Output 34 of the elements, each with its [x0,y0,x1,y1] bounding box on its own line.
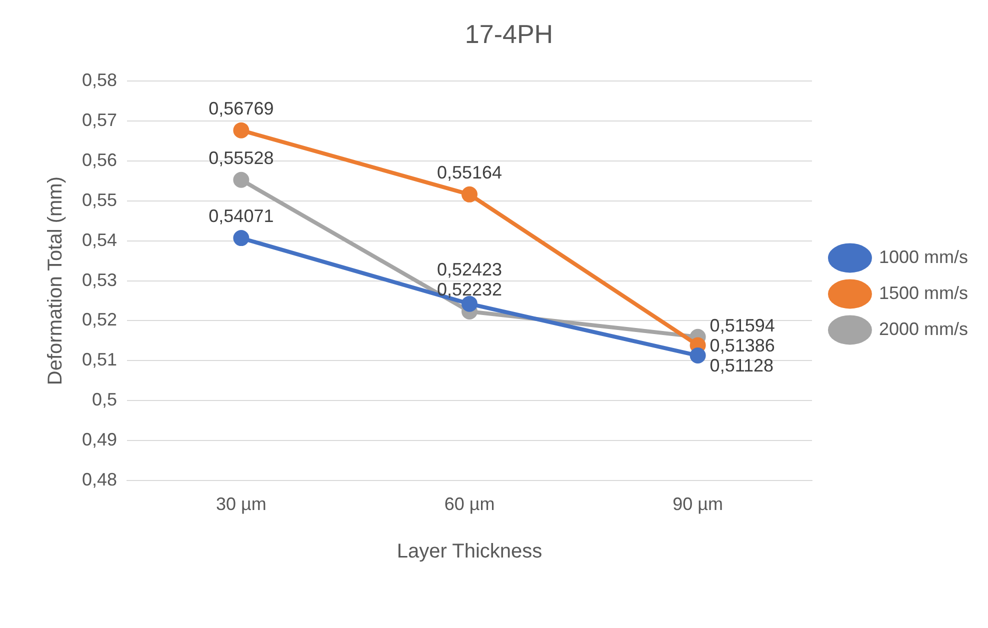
data-label: 0,51594 [710,316,775,336]
y-tick-label: 0,58 [82,70,118,90]
y-tick-label: 0,51 [82,350,118,370]
x-axis-title: Layer Thickness [396,540,542,563]
data-label: 0,56769 [208,98,274,118]
point [233,230,250,246]
y-tick-label: 0,53 [82,270,118,290]
y-tick-label: 0,54 [82,230,118,250]
x-tick-label: 60 µm [444,494,495,514]
x-tick-label: 30 µm [216,494,266,514]
y-tick-label: 0,57 [82,110,118,130]
point [462,186,478,202]
y-tick-label: 0,56 [82,150,118,170]
legend-label: 1500 mm/s [878,282,968,303]
chart-title: 17-4PH [464,18,554,49]
x-tick-label: 90 µm [672,494,724,514]
data-label: 0,51128 [710,356,774,376]
data-label: 0,52232 [436,279,502,300]
point [233,172,250,188]
y-tick-label: 0,52 [82,310,118,330]
data-label: 0,55528 [208,148,274,168]
data-label: 0,54071 [208,206,274,226]
legend-label: 2000 mm/s [878,318,968,339]
y-tick-label: 0,48 [82,469,118,490]
point [690,348,706,364]
y-tick-label: 0,49 [82,429,118,450]
y-axis-title: Deformation Total (mm) [44,176,67,386]
legend-label: 1000 mm/s [878,246,968,267]
data-label: 0,52423 [436,259,502,280]
data-label: 0,51386 [710,336,775,356]
data-label: 0,55164 [436,162,502,182]
point [233,122,250,138]
y-tick-label: 0,55 [82,190,118,210]
y-tick-label: 0,5 [92,390,118,410]
